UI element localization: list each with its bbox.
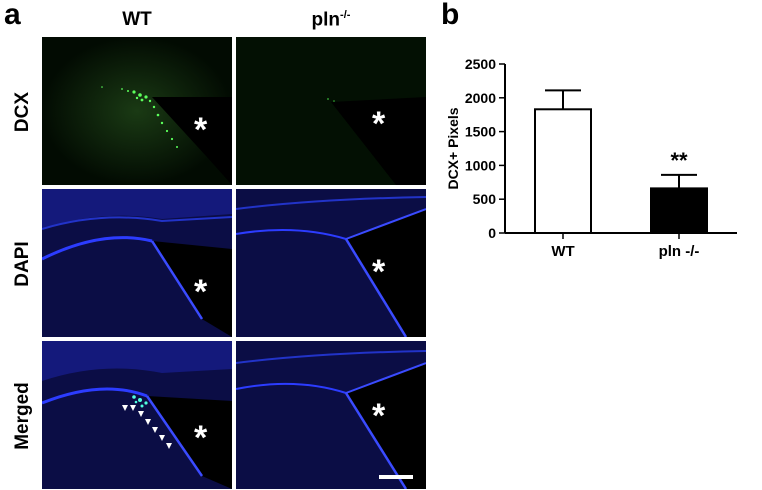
column-header-wt: WT (122, 9, 152, 30)
ventricle-asterisk: * (372, 397, 386, 435)
micrograph-merged-wt: * (42, 341, 232, 489)
row-label-dcx: DCX (12, 91, 33, 133)
column-header-pln: pln-/- (311, 9, 351, 31)
y-tick-label: 1000 (465, 157, 496, 173)
y-axis-label: DCX+ Pixels (445, 107, 461, 189)
y-tick-label: 500 (473, 191, 497, 207)
y-tick-label: 0 (488, 225, 496, 241)
y-tick-label: 1500 (465, 124, 496, 140)
micrograph-dapi-wt: * (42, 189, 232, 337)
y-tick-label: 2500 (465, 56, 496, 72)
row-label-merged: Merged (12, 382, 33, 450)
row-label-dapi: DAPI (12, 241, 33, 287)
micrograph-merged-pln: * (236, 341, 426, 489)
x-tick-label: WT (551, 243, 574, 260)
micrograph-dcx-wt: * (42, 37, 232, 185)
micrograph-dcx-pln: * (236, 37, 426, 185)
x-tick-label: pln -/- (659, 243, 700, 260)
ventricle-asterisk: * (194, 273, 208, 311)
bar-chart: 0 500 1000 1500 2000 2500 DCX+ Pixels WT pln -/-… (445, 56, 737, 260)
bar-pln (650, 187, 708, 235)
panel-b-label: b (441, 0, 460, 31)
bar-wt (534, 108, 592, 234)
ventricle-asterisk: * (372, 105, 386, 143)
significance-label: ** (670, 148, 688, 173)
ventricle-asterisk: * (194, 419, 208, 457)
micrograph-dapi-pln: * (236, 189, 426, 337)
ventricle-asterisk: * (194, 111, 208, 149)
y-tick-label: 2000 (465, 90, 496, 106)
ventricle-asterisk: * (372, 253, 386, 291)
panel-a-label: a (4, 0, 21, 31)
